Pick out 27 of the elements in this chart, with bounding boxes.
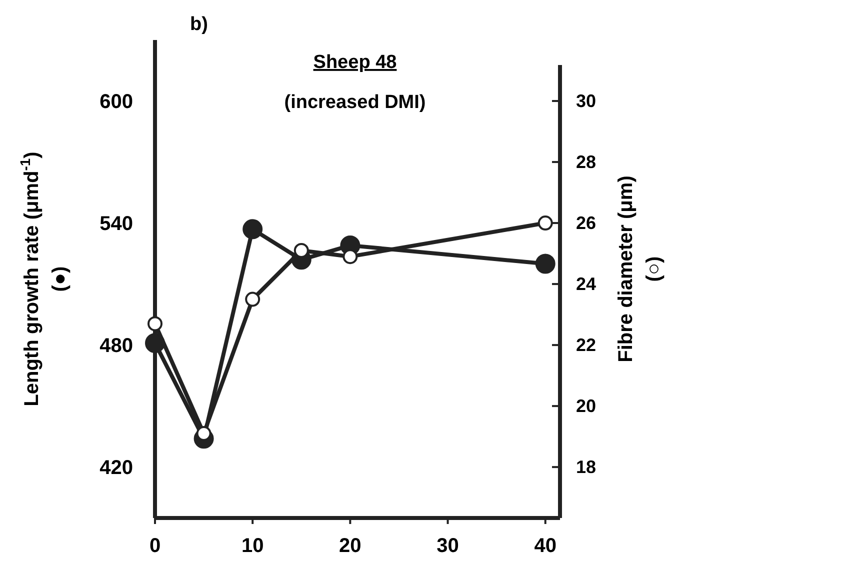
x-tick-label: 40 — [534, 535, 556, 557]
y2-axis-title: Fibre diameter (μm) (○) — [615, 176, 665, 362]
x-tick-label: 20 — [339, 535, 362, 557]
y-tick-label: 420 — [100, 457, 133, 480]
x-tick-label: 30 — [436, 535, 459, 557]
y2-tick-label: 30 — [576, 91, 596, 112]
point — [148, 316, 162, 332]
text: (increased DMI) — [284, 92, 426, 113]
y2-tick-label: 26 — [576, 213, 596, 234]
y-tick-label: 600 — [100, 91, 133, 114]
y2-tick-label: 24 — [576, 274, 596, 294]
y2-tick-label: 18 — [576, 457, 596, 478]
point — [535, 254, 556, 274]
y2-tick-label: 28 — [576, 152, 596, 172]
point — [538, 216, 553, 231]
text: Sheep 48 — [313, 52, 397, 73]
x-tick-label: 0 — [149, 535, 161, 557]
point — [342, 249, 358, 264]
y2-tick-label: 22 — [576, 335, 596, 356]
text: b) — [190, 14, 208, 35]
point — [294, 242, 309, 258]
x-tick-label: 10 — [241, 535, 264, 557]
y-tick-label: 480 — [100, 335, 133, 358]
point — [245, 292, 260, 307]
y2-tick-label: 20 — [576, 396, 596, 416]
y-tick-label: 540 — [100, 213, 133, 236]
point — [242, 219, 263, 240]
